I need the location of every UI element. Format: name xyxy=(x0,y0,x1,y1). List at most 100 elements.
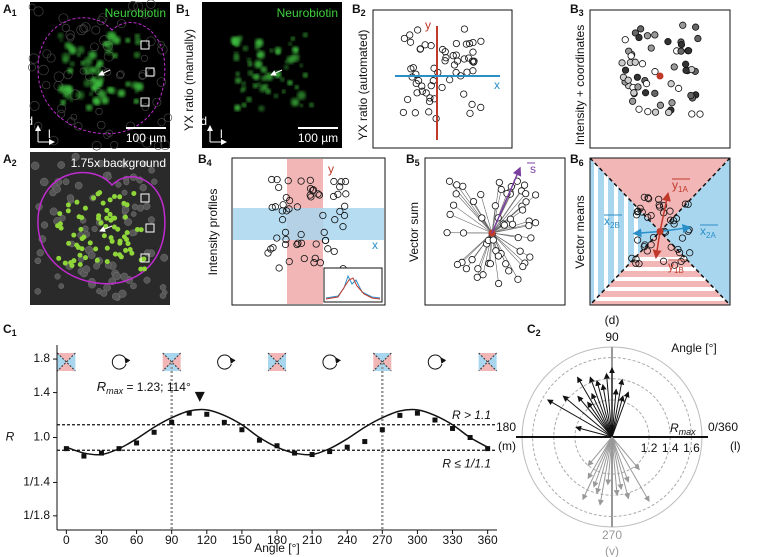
cell xyxy=(514,275,522,283)
cell xyxy=(520,181,529,189)
cell xyxy=(139,184,147,192)
cell xyxy=(468,100,476,108)
cell xyxy=(285,205,293,213)
center-cell xyxy=(656,228,664,235)
labeled-cell xyxy=(79,236,85,242)
x-tick-label: 150 xyxy=(232,533,252,547)
cell-outline xyxy=(117,70,125,79)
cell-outline xyxy=(95,107,103,116)
cell xyxy=(631,58,639,66)
icon-x xyxy=(478,352,497,372)
x-band xyxy=(233,208,384,240)
cell-glow xyxy=(112,36,121,45)
x-label: x xyxy=(372,238,378,252)
cell xyxy=(300,254,308,263)
cell xyxy=(406,38,415,46)
threshold-label: R ≤ 1/1.1 xyxy=(442,456,491,470)
label-main: x xyxy=(700,224,706,238)
panel-frame xyxy=(231,157,386,306)
cell xyxy=(675,84,683,92)
data-point xyxy=(98,450,104,456)
cell-glow xyxy=(302,32,308,38)
top-triangle xyxy=(590,158,730,232)
cell xyxy=(336,207,344,216)
label: B5 xyxy=(406,152,420,168)
cell xyxy=(655,201,663,209)
cell xyxy=(341,202,349,210)
cell-glow xyxy=(89,92,93,96)
cell xyxy=(531,219,540,227)
cell-outline xyxy=(28,63,36,72)
labeled-cell xyxy=(87,240,93,246)
cell-outline xyxy=(163,113,173,122)
cell-outline xyxy=(138,70,148,79)
cell-glow xyxy=(69,61,75,67)
vector xyxy=(491,232,526,264)
panel-title: Intensity profiles xyxy=(206,189,220,276)
labeled-cell xyxy=(108,217,114,223)
cell xyxy=(667,243,675,251)
cell-glow xyxy=(283,64,289,70)
cell-glow xyxy=(254,38,264,48)
cell xyxy=(468,256,476,264)
cell xyxy=(136,204,144,212)
cell xyxy=(664,38,672,46)
cell-glow xyxy=(58,84,67,94)
cell xyxy=(316,259,325,267)
cell xyxy=(308,186,317,195)
vector xyxy=(577,376,613,438)
cell xyxy=(105,174,112,180)
labeled-cell xyxy=(124,230,130,236)
cell-glow xyxy=(269,48,274,53)
cell-outline xyxy=(97,120,106,130)
vector xyxy=(611,436,640,471)
cell xyxy=(628,254,636,262)
labeled-cell xyxy=(138,227,144,233)
cell xyxy=(687,91,695,100)
cell xyxy=(309,186,318,194)
vector xyxy=(605,436,613,486)
cell xyxy=(502,260,510,268)
cell-glow xyxy=(275,50,281,56)
cell xyxy=(115,181,122,188)
cell-glow xyxy=(134,38,142,45)
cell-outline xyxy=(141,137,153,148)
labeled-cell xyxy=(91,195,97,201)
panel-frame xyxy=(589,9,731,149)
cell xyxy=(427,82,435,90)
x-tick-label: 0 xyxy=(63,533,70,547)
cell-glow xyxy=(109,40,114,45)
cell xyxy=(49,207,58,216)
panel-title: YX ratio (automated) xyxy=(356,30,370,141)
cell xyxy=(324,245,332,253)
labeled-cell xyxy=(65,208,71,214)
labeled-cell xyxy=(82,205,88,211)
cell xyxy=(421,41,429,49)
cell xyxy=(643,32,652,40)
cell xyxy=(312,240,320,248)
cell-outline xyxy=(91,140,102,151)
cell xyxy=(522,198,530,206)
peak-marker xyxy=(194,391,205,402)
label-main: B xyxy=(406,152,415,166)
direction-label: (v) xyxy=(605,544,619,557)
label-sub: 1A xyxy=(678,185,688,194)
icon-x xyxy=(372,352,392,372)
cell xyxy=(160,253,169,262)
labeled-cell xyxy=(117,240,123,246)
cell xyxy=(478,214,486,222)
axis-l-label: l xyxy=(220,127,223,141)
cell xyxy=(668,99,676,107)
cell-glow xyxy=(125,81,131,87)
cell xyxy=(680,255,688,263)
cell xyxy=(477,103,485,112)
y-tick-label: 1.4 xyxy=(33,385,50,399)
cell xyxy=(477,190,485,199)
cell xyxy=(678,234,687,242)
cell xyxy=(469,197,478,206)
cell xyxy=(644,213,652,222)
cell xyxy=(337,178,345,186)
vector xyxy=(595,436,613,495)
cell xyxy=(278,216,287,224)
cell-glow xyxy=(287,80,293,86)
